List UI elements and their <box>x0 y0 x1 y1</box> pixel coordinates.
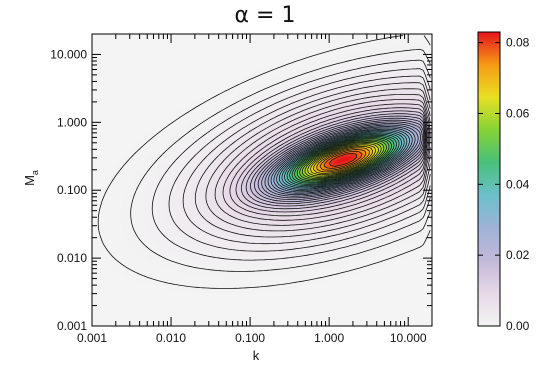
contour-line <box>291 136 395 184</box>
contour-line <box>307 143 379 177</box>
colorbar-tick-label: 0.02 <box>506 248 530 262</box>
y-axis-title-subscript: a <box>30 170 40 175</box>
x-axis-title: k <box>253 348 260 363</box>
contour-line <box>168 68 431 252</box>
contour-line <box>264 123 421 197</box>
contour-lines <box>97 35 431 289</box>
y-tick-label: 1.000 <box>57 115 87 129</box>
colorbar-tick-label: 0.04 <box>506 177 530 191</box>
x-tick-label: 1.000 <box>314 331 344 345</box>
contour-line <box>309 144 377 176</box>
contour-line <box>229 103 430 217</box>
contour-line <box>276 128 410 191</box>
colorbar-tick-label: 0.00 <box>506 319 530 333</box>
contour-line <box>151 59 431 261</box>
contour-line <box>316 147 370 173</box>
contour-line <box>278 130 408 190</box>
colorbar-bar <box>477 31 501 327</box>
contour-line <box>182 75 431 245</box>
y-axis-title: Ma <box>22 170 40 186</box>
y-axis-title-main: M <box>22 175 37 186</box>
contour-line <box>284 132 403 188</box>
y-tick-label: 0.001 <box>57 319 87 333</box>
contour-line <box>281 131 405 189</box>
x-tick-label: 0.100 <box>235 331 265 345</box>
x-tick-label: 0.010 <box>156 331 186 345</box>
contour-line <box>319 149 367 171</box>
plot-area <box>91 33 433 327</box>
contour-line <box>205 88 431 232</box>
y-tick-label: 0.010 <box>57 251 87 265</box>
contour-line <box>261 121 423 199</box>
contour-line <box>294 137 392 183</box>
contour-line <box>273 127 413 193</box>
contour-line <box>245 113 427 207</box>
contour-line <box>240 110 428 210</box>
contour-line <box>250 115 426 205</box>
contour-line <box>194 82 431 238</box>
contour-line <box>313 146 374 174</box>
contour-line <box>222 99 431 221</box>
x-axis: 0.001 0.010 0.100 1.000 10.000 <box>77 34 427 345</box>
contour-line <box>235 107 429 213</box>
x-tick-label: 0.001 <box>77 331 107 345</box>
colorbar: 0.00 0.02 0.04 0.06 0.08 <box>477 31 530 333</box>
colorbar-tick-label: 0.06 <box>506 106 530 120</box>
y-axis: 0.001 0.010 0.100 1.000 10.000 <box>50 47 432 333</box>
colorbar-tick-label: 0.08 <box>506 36 530 50</box>
contour-line <box>254 117 425 202</box>
y-tick-label: 10.000 <box>50 47 87 61</box>
contour-line <box>286 133 400 186</box>
contour-line <box>299 139 387 181</box>
contour-line <box>304 142 382 178</box>
contour-line <box>301 140 385 179</box>
x-tick-label: 10.000 <box>390 331 427 345</box>
contour-line <box>289 134 397 185</box>
contour-line <box>257 119 424 200</box>
contour-line <box>267 124 419 196</box>
contour-line <box>323 150 363 169</box>
plot-frame <box>91 33 433 327</box>
contour-line <box>270 126 416 194</box>
contour-line <box>296 138 390 182</box>
chart-title: α = 1 <box>235 3 296 28</box>
contour-line <box>214 94 431 226</box>
contour-line <box>130 48 431 272</box>
y-tick-label: 0.100 <box>57 183 87 197</box>
contour-line <box>328 153 358 167</box>
